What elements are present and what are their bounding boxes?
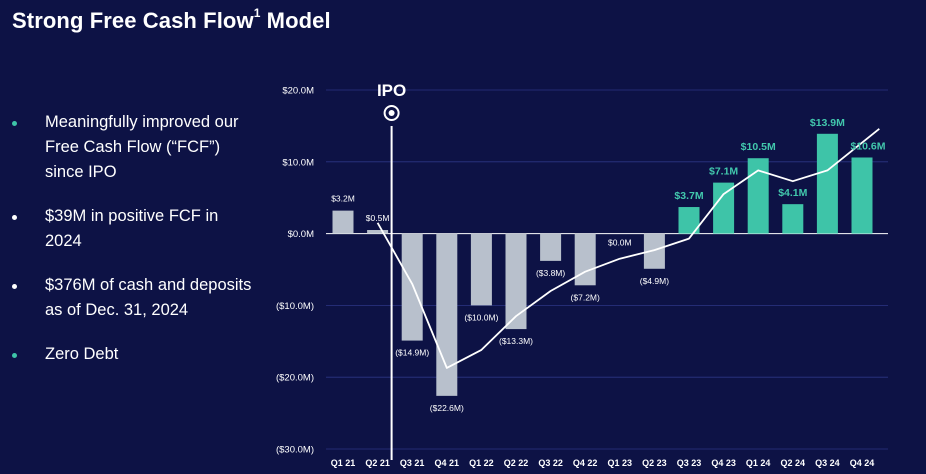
- bar: [436, 233, 458, 396]
- data-label: $3.2M: [331, 194, 355, 204]
- y-tick-label: $10.0M: [282, 157, 314, 168]
- x-tick-label: Q2 21: [365, 458, 390, 468]
- ipo-annotation-label: IPO: [377, 81, 406, 100]
- x-tick-label: Q2 24: [781, 458, 806, 468]
- x-tick-label: Q4 24: [850, 458, 875, 468]
- data-label: ($14.9M): [395, 348, 429, 358]
- y-tick-label: $20.0M: [282, 86, 314, 97]
- data-label: ($4.9M): [640, 276, 669, 286]
- x-tick-label: Q2 22: [504, 458, 529, 468]
- footnote-marker: 1: [253, 5, 261, 20]
- x-tick-label: Q1 21: [331, 458, 356, 468]
- data-label: ($13.3M): [499, 336, 533, 346]
- x-tick-label: Q2 23: [642, 458, 667, 468]
- bar: [367, 230, 389, 234]
- data-label: ($10.0M): [464, 312, 498, 322]
- data-label: $10.6M: [850, 140, 885, 152]
- bullet-item: $376M of cash and deposits as of Dec. 31…: [12, 273, 252, 323]
- data-label: $13.9M: [810, 117, 845, 129]
- x-tick-label: Q1 22: [469, 458, 494, 468]
- y-tick-label: ($20.0M): [276, 373, 314, 384]
- bullet-item: Zero Debt: [12, 342, 252, 367]
- data-label: $7.1M: [709, 166, 738, 178]
- x-tick-label: Q3 24: [815, 458, 840, 468]
- x-tick-label: Q3 22: [538, 458, 563, 468]
- x-tick-label: Q1 24: [746, 458, 771, 468]
- bar: [782, 204, 804, 234]
- y-tick-label: ($30.0M): [276, 445, 314, 456]
- x-tick-label: Q3 23: [677, 458, 702, 468]
- data-label: $10.5M: [741, 141, 776, 153]
- bullet-text: Meaningfully improved our Free Cash Flow…: [45, 113, 239, 181]
- slide-title-main: Strong Free Cash Flow: [12, 8, 254, 33]
- bullet-list: Meaningfully improved our Free Cash Flow…: [12, 110, 252, 386]
- bullet-item: $39M in positive FCF in 2024: [12, 204, 252, 254]
- bar: [574, 233, 596, 286]
- bullet-dot-icon: [12, 121, 17, 126]
- bullet-text: $39M in positive FCF in 2024: [45, 207, 219, 250]
- x-tick-label: Q3 21: [400, 458, 425, 468]
- bar: [470, 233, 492, 306]
- bar: [401, 233, 423, 341]
- data-label: ($7.2M): [571, 292, 600, 302]
- y-tick-label: $0.0M: [288, 229, 314, 240]
- data-label: $0.0M: [608, 238, 632, 248]
- data-label: $0.5M: [366, 213, 390, 223]
- bullet-text: Zero Debt: [45, 345, 119, 363]
- data-label: $3.7M: [674, 190, 703, 202]
- data-label: ($3.8M): [536, 268, 565, 278]
- bar: [747, 158, 769, 234]
- data-label: ($22.6M): [430, 403, 464, 413]
- x-tick-label: Q4 23: [711, 458, 736, 468]
- target-icon: [383, 105, 400, 121]
- bullet-dot-icon: [12, 353, 17, 358]
- bar: [643, 233, 665, 269]
- bullet-text: $376M of cash and deposits as of Dec. 31…: [45, 276, 252, 319]
- bar: [540, 233, 562, 261]
- bar: [332, 210, 354, 234]
- x-tick-label: Q4 21: [435, 458, 460, 468]
- y-tick-label: ($10.0M): [276, 301, 314, 312]
- x-tick-label: Q1 23: [608, 458, 633, 468]
- bar: [816, 133, 838, 234]
- bar: [851, 157, 873, 234]
- slide-title-tail: Model: [260, 8, 331, 33]
- bullet-item: Meaningfully improved our Free Cash Flow…: [12, 110, 252, 185]
- bar: [505, 233, 527, 330]
- target-icon-center: [388, 110, 395, 116]
- bullet-dot-icon: [12, 215, 17, 220]
- bar: [713, 182, 735, 234]
- trend-line: [376, 128, 880, 369]
- data-label: $4.1M: [778, 187, 807, 199]
- bullet-dot-icon: [12, 284, 17, 289]
- slide-title: Strong Free Cash Flow1 Model: [12, 5, 331, 34]
- x-tick-label: Q4 22: [573, 458, 598, 468]
- bar: [678, 207, 700, 234]
